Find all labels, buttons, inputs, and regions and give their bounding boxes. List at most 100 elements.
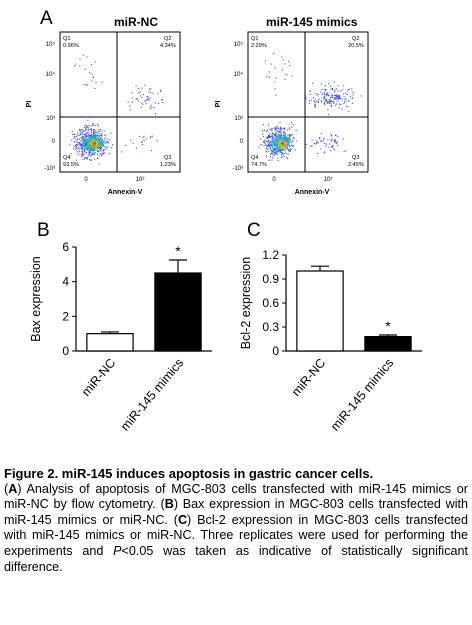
flow-event-dot	[96, 149, 98, 151]
flow-left-title: miR-NC	[114, 15, 158, 29]
flow-event-dot	[288, 138, 290, 140]
flow-event-dot	[281, 139, 283, 141]
flow-event-dot	[278, 146, 280, 148]
flow-event-dot	[79, 58, 81, 60]
flow-event-dot	[275, 135, 277, 137]
flow-event-dot	[89, 141, 91, 143]
flow-event-dot	[334, 98, 336, 100]
flow-event-dot	[100, 145, 102, 147]
flow-event-dot	[160, 89, 162, 91]
flow-right-q3-value: 2.45%	[348, 162, 364, 168]
flow-event-dot	[75, 144, 77, 146]
flow-event-dot	[110, 132, 112, 134]
flow-event-dot	[86, 129, 88, 131]
flow-event-dot	[309, 94, 311, 96]
flow-event-dot	[83, 147, 85, 149]
flow-event-dot	[280, 139, 282, 141]
flow-event-dot	[317, 142, 319, 144]
flow-event-dot	[86, 147, 88, 149]
bax-category-label-2: miR-145 mimics	[118, 356, 186, 434]
flow-event-dot	[283, 137, 285, 139]
flow-event-dot	[325, 143, 327, 145]
flow-event-dot	[274, 143, 276, 145]
flow-event-dot	[325, 100, 327, 102]
flow-event-dot	[266, 130, 268, 132]
flow-event-dot	[88, 147, 90, 149]
flow-event-dot	[87, 145, 89, 147]
flow-event-dot	[270, 153, 272, 155]
flow-event-dot	[273, 149, 275, 151]
flow-event-dot	[289, 138, 291, 140]
flow-event-dot	[272, 133, 274, 135]
flow-event-dot	[101, 139, 103, 141]
flow-event-dot	[280, 135, 282, 137]
flow-event-dot	[270, 144, 272, 146]
flow-event-dot	[283, 128, 285, 130]
flow-left-frame	[59, 31, 181, 173]
flow-event-dot	[74, 148, 76, 150]
flow-event-dot	[279, 140, 281, 142]
flow-event-dot	[324, 104, 326, 106]
flow-event-dot	[92, 124, 94, 126]
flow-event-dot	[92, 139, 94, 141]
flow-event-dot	[132, 142, 134, 144]
flow-event-dot	[284, 145, 286, 147]
flow-event-dot	[282, 136, 284, 138]
flow-event-dot	[283, 131, 285, 133]
flow-event-dot	[331, 146, 333, 148]
flow-event-dot	[78, 153, 80, 155]
flow-event-dot	[83, 148, 85, 150]
flow-left-ytick-1e5: 10⁵	[46, 41, 56, 48]
bcl2-ytick-label: 1.2	[262, 248, 279, 262]
flow-event-dot	[269, 147, 271, 149]
flow-event-dot	[286, 153, 288, 155]
flow-event-dot	[276, 135, 278, 137]
flow-event-dot	[344, 99, 346, 101]
flow-event-dot	[89, 151, 91, 153]
flow-event-dot	[287, 158, 289, 160]
flow-event-dot	[87, 132, 89, 134]
flow-event-dot	[143, 135, 145, 137]
flow-event-dot	[94, 152, 96, 154]
flow-event-dot	[271, 159, 273, 161]
flow-event-dot	[260, 144, 262, 146]
flow-event-dot	[93, 152, 95, 154]
flow-event-dot	[273, 144, 275, 146]
flow-event-dot	[100, 138, 102, 140]
flow-event-dot	[282, 148, 284, 150]
flow-event-dot	[138, 92, 140, 94]
flow-event-dot	[345, 100, 347, 102]
flow-event-dot	[340, 104, 342, 106]
flow-event-dot	[94, 137, 96, 139]
flow-event-dot	[331, 94, 333, 96]
flow-event-dot	[266, 129, 268, 131]
flow-event-dot	[147, 98, 149, 100]
flow-event-dot	[96, 145, 98, 147]
flow-event-dot	[288, 143, 290, 145]
flow-event-dot	[97, 158, 99, 160]
flow-event-dot	[260, 138, 262, 140]
flow-event-dot	[98, 138, 100, 140]
flow-event-dot	[270, 63, 272, 65]
flow-event-dot	[71, 131, 73, 133]
flow-event-dot	[79, 128, 81, 130]
flow-event-dot	[88, 129, 90, 131]
flow-event-dot	[283, 149, 285, 151]
flow-event-dot	[284, 140, 286, 142]
bax-ytick-label: 2	[62, 309, 69, 323]
bax-ytick-label: 0	[62, 344, 69, 358]
flow-event-dot	[286, 140, 288, 142]
flow-event-dot	[153, 107, 155, 109]
flow-event-dot	[271, 138, 273, 140]
flow-event-dot	[148, 91, 150, 93]
flow-event-dot	[83, 141, 85, 143]
flow-event-dot	[92, 152, 94, 154]
flow-event-dot	[282, 144, 284, 146]
flow-event-dot	[268, 150, 270, 152]
flow-event-dot	[284, 134, 286, 136]
flow-event-dot	[277, 128, 279, 130]
flow-event-dot	[84, 130, 86, 132]
flow-event-dot	[275, 143, 277, 145]
flow-left-q2-name: Q2	[164, 36, 171, 42]
flow-event-dot	[84, 158, 86, 160]
